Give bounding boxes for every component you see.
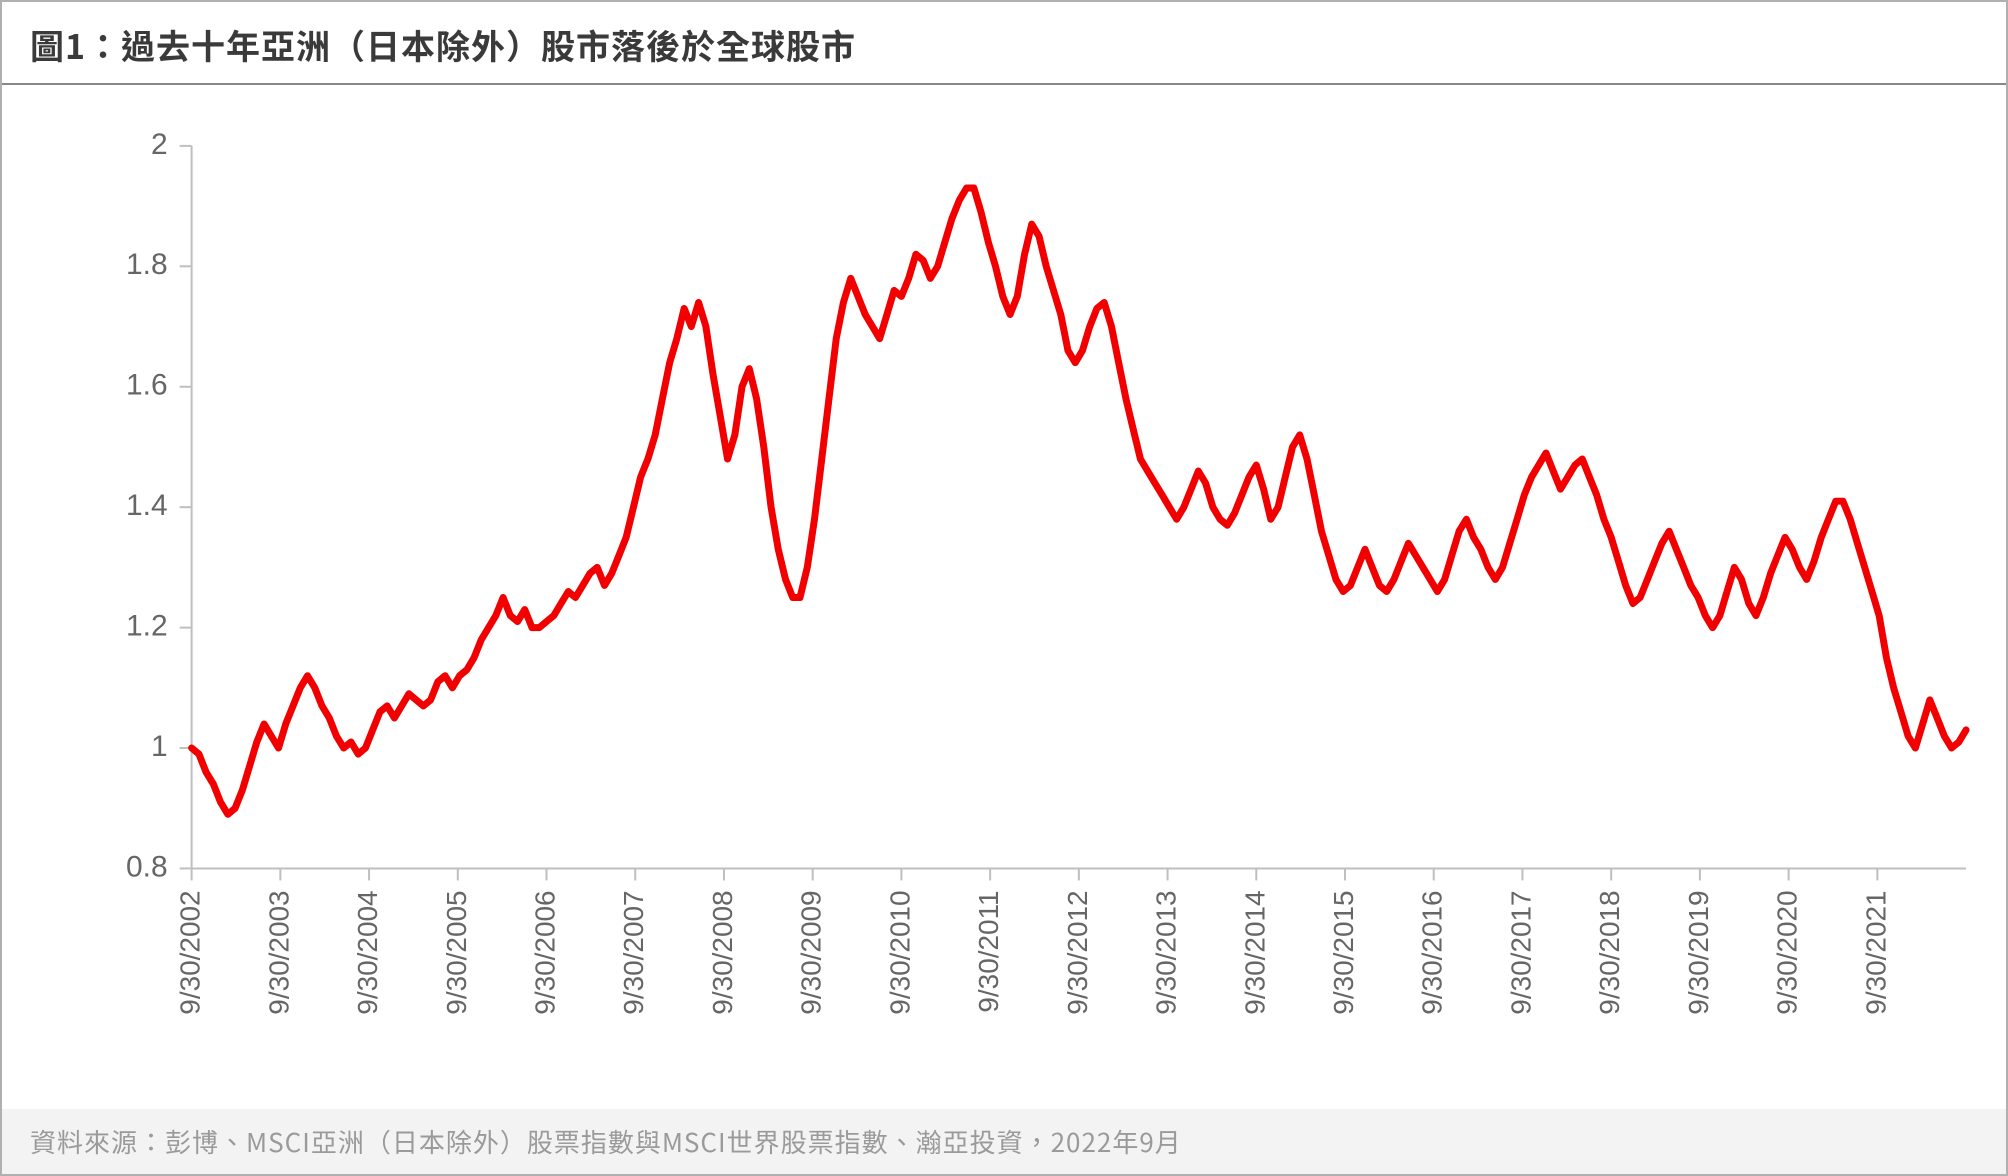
x-tick-label: 9/30/2005 bbox=[441, 890, 472, 1014]
chart-title: 圖1：過去十年亞洲（日本除外）股市落後於全球股市 bbox=[2, 2, 2006, 85]
x-tick-label: 9/30/2007 bbox=[618, 890, 649, 1014]
x-tick-label: 9/30/2020 bbox=[1772, 890, 1803, 1014]
series-line bbox=[192, 188, 1966, 814]
y-tick-label: 1.8 bbox=[126, 248, 168, 281]
chart-figure: 圖1：過去十年亞洲（日本除外）股市落後於全球股市 0.8 1 1.2 1.4 1.6 1.… bbox=[0, 0, 2008, 1176]
y-tick-label: 2 bbox=[151, 128, 168, 161]
x-tick-label: 9/30/2016 bbox=[1417, 890, 1448, 1014]
y-tick-label: 1.6 bbox=[126, 369, 168, 402]
x-tick-label: 9/30/2003 bbox=[263, 890, 294, 1014]
y-tick-label: 1.2 bbox=[126, 610, 168, 643]
x-tick-label: 9/30/2021 bbox=[1860, 890, 1891, 1014]
line-chart-svg: 0.8 1 1.2 1.4 1.6 1.8 2 9/30/2002 9/30/2003 9/30/… bbox=[2, 85, 2006, 1109]
x-tick-label: 9/30/2011 bbox=[973, 890, 1004, 1012]
x-tick-label: 9/30/2002 bbox=[175, 890, 206, 1014]
x-tick-label: 9/30/2019 bbox=[1683, 890, 1714, 1014]
x-tick-label: 9/30/2010 bbox=[884, 890, 915, 1014]
x-tick-label: 9/30/2006 bbox=[529, 890, 560, 1014]
y-tick-label: 1 bbox=[151, 730, 168, 763]
x-tick-label: 9/30/2014 bbox=[1239, 890, 1270, 1014]
x-tick-label: 9/30/2017 bbox=[1505, 890, 1536, 1014]
y-tick-label: 1.4 bbox=[126, 489, 168, 522]
y-tick-label: 0.8 bbox=[126, 850, 168, 883]
x-tick-label: 9/30/2008 bbox=[707, 890, 738, 1014]
x-tick-label: 9/30/2013 bbox=[1151, 890, 1182, 1014]
x-tick-label: 9/30/2018 bbox=[1594, 890, 1625, 1014]
x-tick-label: 9/30/2012 bbox=[1062, 890, 1093, 1014]
x-tick-label: 9/30/2009 bbox=[796, 890, 827, 1014]
chart-plot-area: 0.8 1 1.2 1.4 1.6 1.8 2 9/30/2002 9/30/2003 9/30/… bbox=[2, 85, 2006, 1109]
x-tick-label: 9/30/2004 bbox=[352, 890, 383, 1014]
chart-source: 資料來源：彭博、MSCI亞洲（日本除外）股票指數與MSCI世界股票指數、瀚亞投資… bbox=[2, 1109, 2006, 1174]
x-tick-label: 9/30/2015 bbox=[1328, 890, 1359, 1014]
